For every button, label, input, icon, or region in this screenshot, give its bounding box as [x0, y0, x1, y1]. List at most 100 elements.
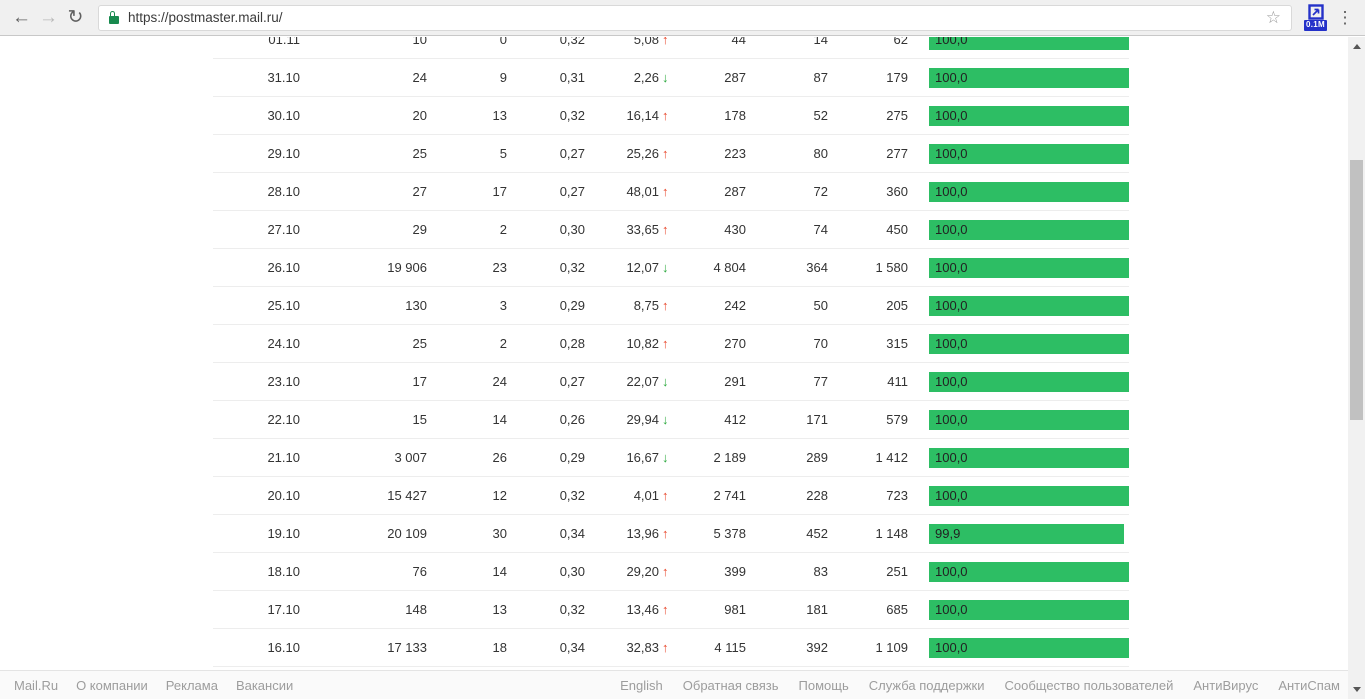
footer-link[interactable]: Помощь — [798, 677, 849, 693]
delivery-bar-label: 100,0 — [935, 487, 968, 503]
scrollbar[interactable] — [1348, 37, 1365, 699]
cell-col4-value: 25,26 — [626, 146, 659, 161]
cell-delivery: 100,0 — [908, 637, 1129, 658]
footer-link[interactable]: Реклама — [165, 677, 218, 693]
cell-col1: 29 — [412, 222, 427, 237]
cell-col1: 17 133 — [387, 640, 427, 655]
cell-col7: 360 — [886, 184, 908, 199]
scrollbar-down-arrow[interactable] — [1348, 682, 1365, 697]
extension-button[interactable]: 0.1M — [1301, 0, 1331, 36]
bookmark-star-icon[interactable]: ☆ — [1265, 8, 1281, 27]
delivery-bar-track: 100,0 — [929, 257, 1129, 278]
footer-link[interactable]: Mail.Ru — [14, 677, 59, 693]
cell-delivery: 100,0 — [908, 181, 1129, 202]
scrollbar-up-arrow[interactable] — [1348, 39, 1365, 54]
forward-button[interactable]: → — [39, 6, 58, 28]
cell-col7: 251 — [886, 564, 908, 579]
scrollbar-thumb[interactable] — [1350, 160, 1363, 420]
cell-col5: 287 — [724, 184, 746, 199]
delivery-bar-label: 100,0 — [935, 69, 968, 85]
cell-col4: 2,26 ↓ — [585, 70, 675, 85]
delivery-bar-track: 100,0 — [929, 67, 1129, 88]
delivery-bar-track: 100,0 — [929, 181, 1129, 202]
cell-col7: 1 109 — [875, 640, 908, 655]
cell-col3: 0,32 — [559, 602, 585, 617]
table-row: 21.10 3 007 26 0,29 16,67 ↓ 2 189 289 1 … — [213, 439, 1129, 477]
table-row: 25.10 130 3 0,29 8,75 ↑ 242 50 205 100,0 — [213, 287, 1129, 325]
delivery-bar-label: 100,0 — [935, 37, 968, 47]
cell-col5: 223 — [724, 146, 746, 161]
cell-col5: 291 — [724, 374, 746, 389]
cell-col3: 0,26 — [559, 412, 585, 427]
table-row: 23.10 17 24 0,27 22,07 ↓ 291 77 411 100,… — [213, 363, 1129, 401]
delivery-bar-track: 100,0 — [929, 371, 1129, 392]
cell-col3: 0,31 — [559, 70, 585, 85]
footer-link[interactable]: Вакансии — [235, 677, 294, 693]
cell-col6: 83 — [813, 564, 828, 579]
delivery-bar: 100,0 — [929, 295, 1129, 316]
delivery-bar-track: 100,0 — [929, 409, 1129, 430]
cell-col2: 3 — [499, 298, 507, 313]
footer-link[interactable]: Сообщество пользователей — [1004, 677, 1174, 693]
delivery-bar-label: 100,0 — [935, 297, 968, 313]
trend-down-arrow-icon: ↓ — [662, 412, 669, 427]
cell-col6: 171 — [806, 412, 828, 427]
table-row: 30.10 20 13 0,32 16,14 ↑ 178 52 275 100,… — [213, 97, 1129, 135]
delivery-bar: 100,0 — [929, 257, 1129, 278]
table-row: 18.10 76 14 0,30 29,20 ↑ 399 83 251 100,… — [213, 553, 1129, 591]
cell-col7: 411 — [887, 374, 908, 389]
footer-link[interactable]: Служба поддержки — [868, 677, 985, 693]
cell-col2: 14 — [492, 564, 507, 579]
cell-col3: 0,30 — [559, 222, 585, 237]
refresh-button[interactable]: ↻ — [67, 7, 84, 28]
cell-col2: 12 — [492, 488, 507, 503]
cell-col7: 62 — [893, 37, 908, 47]
trend-up-arrow-icon: ↑ — [662, 488, 669, 503]
cell-date: 24.10 — [267, 336, 300, 351]
trend-up-arrow-icon: ↑ — [662, 108, 669, 123]
cell-col1: 19 906 — [387, 260, 427, 275]
browser-menu-button[interactable]: ⋮ — [1336, 7, 1354, 27]
footer-link[interactable]: English — [620, 677, 663, 693]
cell-date: 29.10 — [267, 146, 300, 161]
cell-col6: 52 — [813, 108, 828, 123]
footer-link[interactable]: Обратная связь — [682, 677, 779, 693]
trend-down-arrow-icon: ↓ — [662, 70, 669, 85]
back-button[interactable]: ← — [12, 6, 31, 28]
delivery-bar: 100,0 — [929, 561, 1129, 582]
footer-link[interactable]: АнтиВирус — [1193, 677, 1259, 693]
cell-col6: 364 — [806, 260, 828, 275]
cell-col4: 16,67 ↓ — [585, 450, 675, 465]
cell-col7: 450 — [886, 222, 908, 237]
cell-col2: 5 — [499, 146, 507, 161]
delivery-bar-track: 100,0 — [929, 219, 1129, 240]
cell-date: 01.11 — [268, 37, 300, 47]
delivery-bar-track: 99,9 — [929, 523, 1129, 544]
cell-col4: 33,65 ↑ — [585, 222, 675, 237]
delivery-bar: 100,0 — [929, 143, 1129, 164]
delivery-bar-label: 100,0 — [935, 373, 968, 389]
delivery-bar-label: 100,0 — [935, 449, 968, 465]
address-bar[interactable]: https://postmaster.mail.ru/ ☆ — [98, 4, 1292, 31]
cell-col4: 32,83 ↑ — [585, 640, 675, 655]
delivery-bar-label: 100,0 — [935, 259, 968, 275]
cell-col4-value: 16,14 — [626, 108, 659, 123]
cell-col1: 20 109 — [387, 526, 427, 541]
footer-link[interactable]: О компании — [76, 677, 148, 693]
cell-col5: 2 741 — [713, 488, 746, 503]
cell-col6: 87 — [813, 70, 828, 85]
cell-date: 22.10 — [267, 412, 300, 427]
trend-up-arrow-icon: ↑ — [662, 37, 669, 47]
delivery-bar: 100,0 — [929, 637, 1129, 658]
cell-col5: 430 — [724, 222, 746, 237]
table-row: 01.11 10 0 0,32 5,08 ↑ 44 14 62 100,0 — [213, 37, 1129, 59]
delivery-bar: 100,0 — [929, 447, 1129, 468]
footer-link[interactable]: АнтиСпам — [1278, 677, 1340, 693]
table-row: 31.10 24 9 0,31 2,26 ↓ 287 87 179 100,0 — [213, 59, 1129, 97]
footer-left: Mail.Ru О компании Реклама Вакансии — [14, 678, 293, 693]
cell-col2: 30 — [492, 526, 507, 541]
trend-up-arrow-icon: ↑ — [662, 184, 669, 199]
cell-col2: 24 — [492, 374, 507, 389]
delivery-bar-label: 100,0 — [935, 145, 968, 161]
cell-delivery: 100,0 — [908, 257, 1129, 278]
